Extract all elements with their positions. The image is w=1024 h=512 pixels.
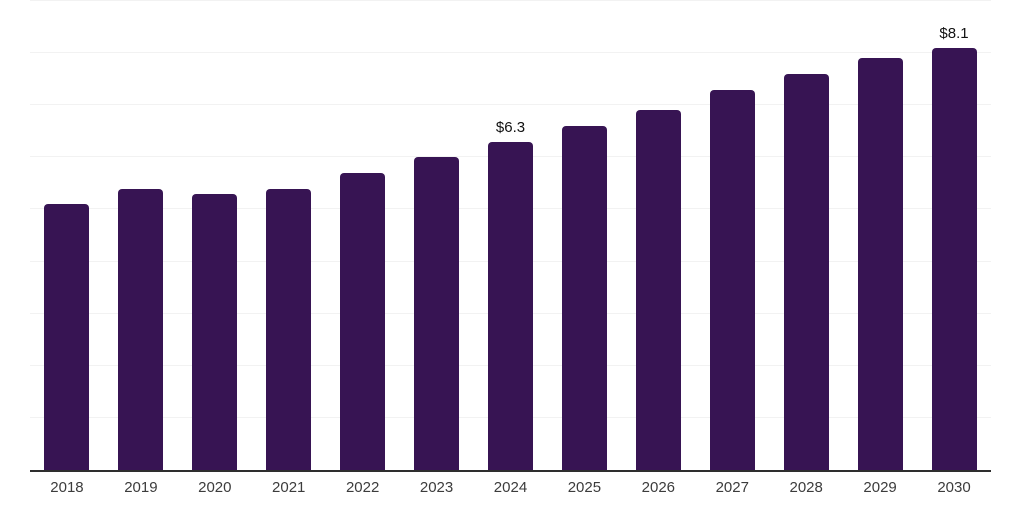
x-axis-label-2019: 2019 [124, 479, 158, 496]
bar-column-2029 [843, 1, 917, 470]
x-axis-label-2029: 2029 [863, 479, 897, 496]
gridline-y-8 [30, 52, 991, 54]
bar-column-2020 [178, 1, 252, 470]
bar-2026 [635, 110, 681, 470]
bar-2023 [414, 157, 460, 470]
bar-2019 [118, 188, 164, 470]
x-axis-label-2030: 2030 [937, 479, 971, 496]
bar-2030 [931, 47, 977, 470]
bar-column-2028 [769, 1, 843, 470]
x-axis-label-2025: 2025 [567, 479, 602, 496]
x-axis-tick-labels: 2018 2019 2020 2021 2022 2023 2024 2025 2026 2027… [30, 478, 991, 498]
bar-column-2027 [695, 1, 769, 470]
bar-column-2023 [400, 1, 474, 470]
bar-column-2021 [252, 1, 326, 470]
bar-2025 [561, 126, 607, 470]
plot-area: $6.3 $8.1 [30, 0, 991, 472]
x-axis-label-2024: 2024 [493, 479, 528, 496]
bar-2022 [340, 172, 386, 470]
x-axis-label-2022: 2022 [345, 479, 380, 496]
x-axis-label-2028: 2028 [789, 479, 823, 496]
bar-value-label-2024: $6.3 [495, 118, 526, 136]
x-axis-label-2018: 2018 [50, 479, 84, 496]
bar-column-2030: $8.1 [917, 1, 991, 470]
x-axis-label-2020: 2020 [198, 479, 232, 496]
bar-2021 [266, 188, 312, 470]
bar-series: $6.3 $8.1 [30, 1, 991, 470]
bar-2028 [783, 73, 829, 470]
x-axis-line [30, 470, 991, 472]
bar-column-2025 [547, 1, 621, 470]
bar-2027 [709, 89, 755, 470]
bar-column-2024: $6.3 [474, 1, 548, 470]
x-axis-label-2026: 2026 [641, 479, 676, 496]
bar-2024 [487, 141, 533, 470]
bar-2018 [44, 204, 90, 470]
bar-column-2022 [326, 1, 400, 470]
gridline-y-7 [30, 104, 991, 106]
bar-2029 [857, 58, 903, 470]
bar-column-2018 [30, 1, 104, 470]
bar-column-2019 [104, 1, 178, 470]
x-axis-label-2021: 2021 [272, 479, 306, 496]
x-axis-label-2027: 2027 [715, 479, 749, 496]
x-axis-label-2023: 2023 [419, 479, 454, 496]
bar-2020 [192, 193, 238, 470]
bar-column-2026 [621, 1, 695, 470]
gridline-y-9 [30, 0, 991, 1]
bar-value-label-2030: $8.1 [939, 24, 969, 42]
